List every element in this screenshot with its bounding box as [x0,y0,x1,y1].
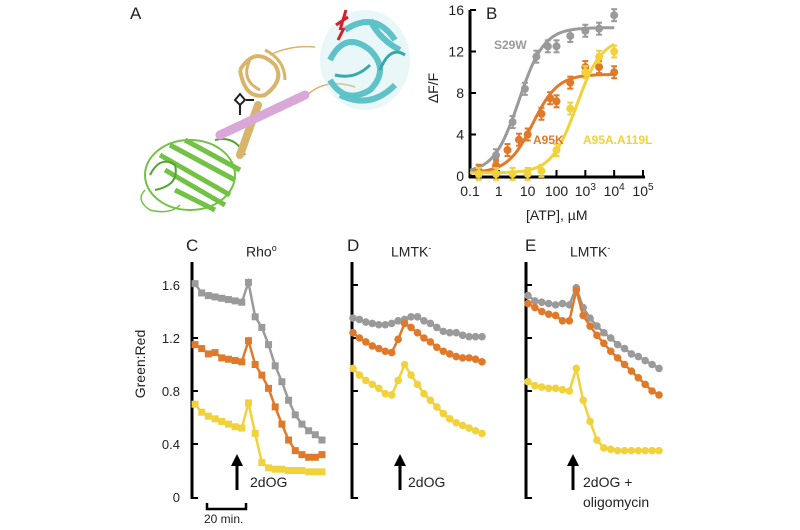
b-data-point [537,109,546,118]
b-data-point [523,130,532,139]
svg-text:0: 0 [456,168,464,184]
svg-text:16: 16 [448,2,464,18]
c-scalebar-label: 20 min. [204,512,244,526]
b-data-point [566,78,575,87]
panel-d-letter: D [347,236,360,255]
b-data-point [492,151,501,160]
b-data-point [520,84,529,93]
b-data-point [566,31,575,40]
svg-text:4: 4 [456,127,464,143]
scale-bar [205,503,248,511]
b-data-point [546,94,555,103]
line-C-orange [194,336,323,459]
b-data-point [581,68,590,77]
panel-b-letter: B [486,4,498,23]
b-data-point [595,52,604,61]
panel-c-title: Rhoo [246,243,277,260]
svg-text:100: 100 [545,183,569,199]
b-data-point [566,104,575,113]
b-data-point [610,68,619,77]
b-data-point [537,166,546,175]
d-arrow-label: 2dOG [408,474,446,490]
svg-text:0.1: 0.1 [460,183,480,199]
svg-text:1.2: 1.2 [162,331,180,346]
b-label-s29w: S29W [494,38,527,52]
b-data-point [610,47,619,56]
b-data-point [552,146,561,155]
panel-a-letter: A [130,4,142,23]
b-data-point [523,169,532,178]
b-data-point [595,24,604,33]
b-label-a95k: A95K [533,133,564,147]
b-data-point [581,26,590,35]
b-data-point [474,169,483,178]
b-data-point [508,118,517,127]
b-data-point [492,169,501,178]
panel-d-title: LMTK- [391,243,432,260]
b-data-point [610,11,619,20]
svg-text:10: 10 [520,183,536,199]
svg-text:0.4: 0.4 [162,437,180,452]
b-data-point [552,42,561,51]
b-data-point [595,63,604,72]
panel-c-letter: C [186,236,199,255]
panel-e-title: LMTK- [570,243,611,260]
b-label-a95a: A95A.A119L [583,133,653,147]
b-data-point [508,169,517,178]
svg-text:1.6: 1.6 [162,278,180,293]
b-data-point [543,42,552,51]
b-data-point [552,97,561,106]
b-xlabel: [ATP], µM [526,207,588,223]
b-data-point [503,146,512,155]
panel-e-letter: E [525,236,537,255]
c-arrow-label: 2dOG [250,474,288,490]
svg-text:12: 12 [448,44,464,60]
svg-text:8: 8 [456,85,464,101]
svg-text:0.8: 0.8 [162,384,180,399]
e-arrow-label-line1: 2dOG + [583,474,633,490]
b-data-point [514,135,523,144]
svg-text:0: 0 [173,490,180,505]
e-arrow-label-line2: oligomycin [583,494,650,510]
b-data-point [532,52,541,61]
svg-text:1: 1 [495,183,503,199]
